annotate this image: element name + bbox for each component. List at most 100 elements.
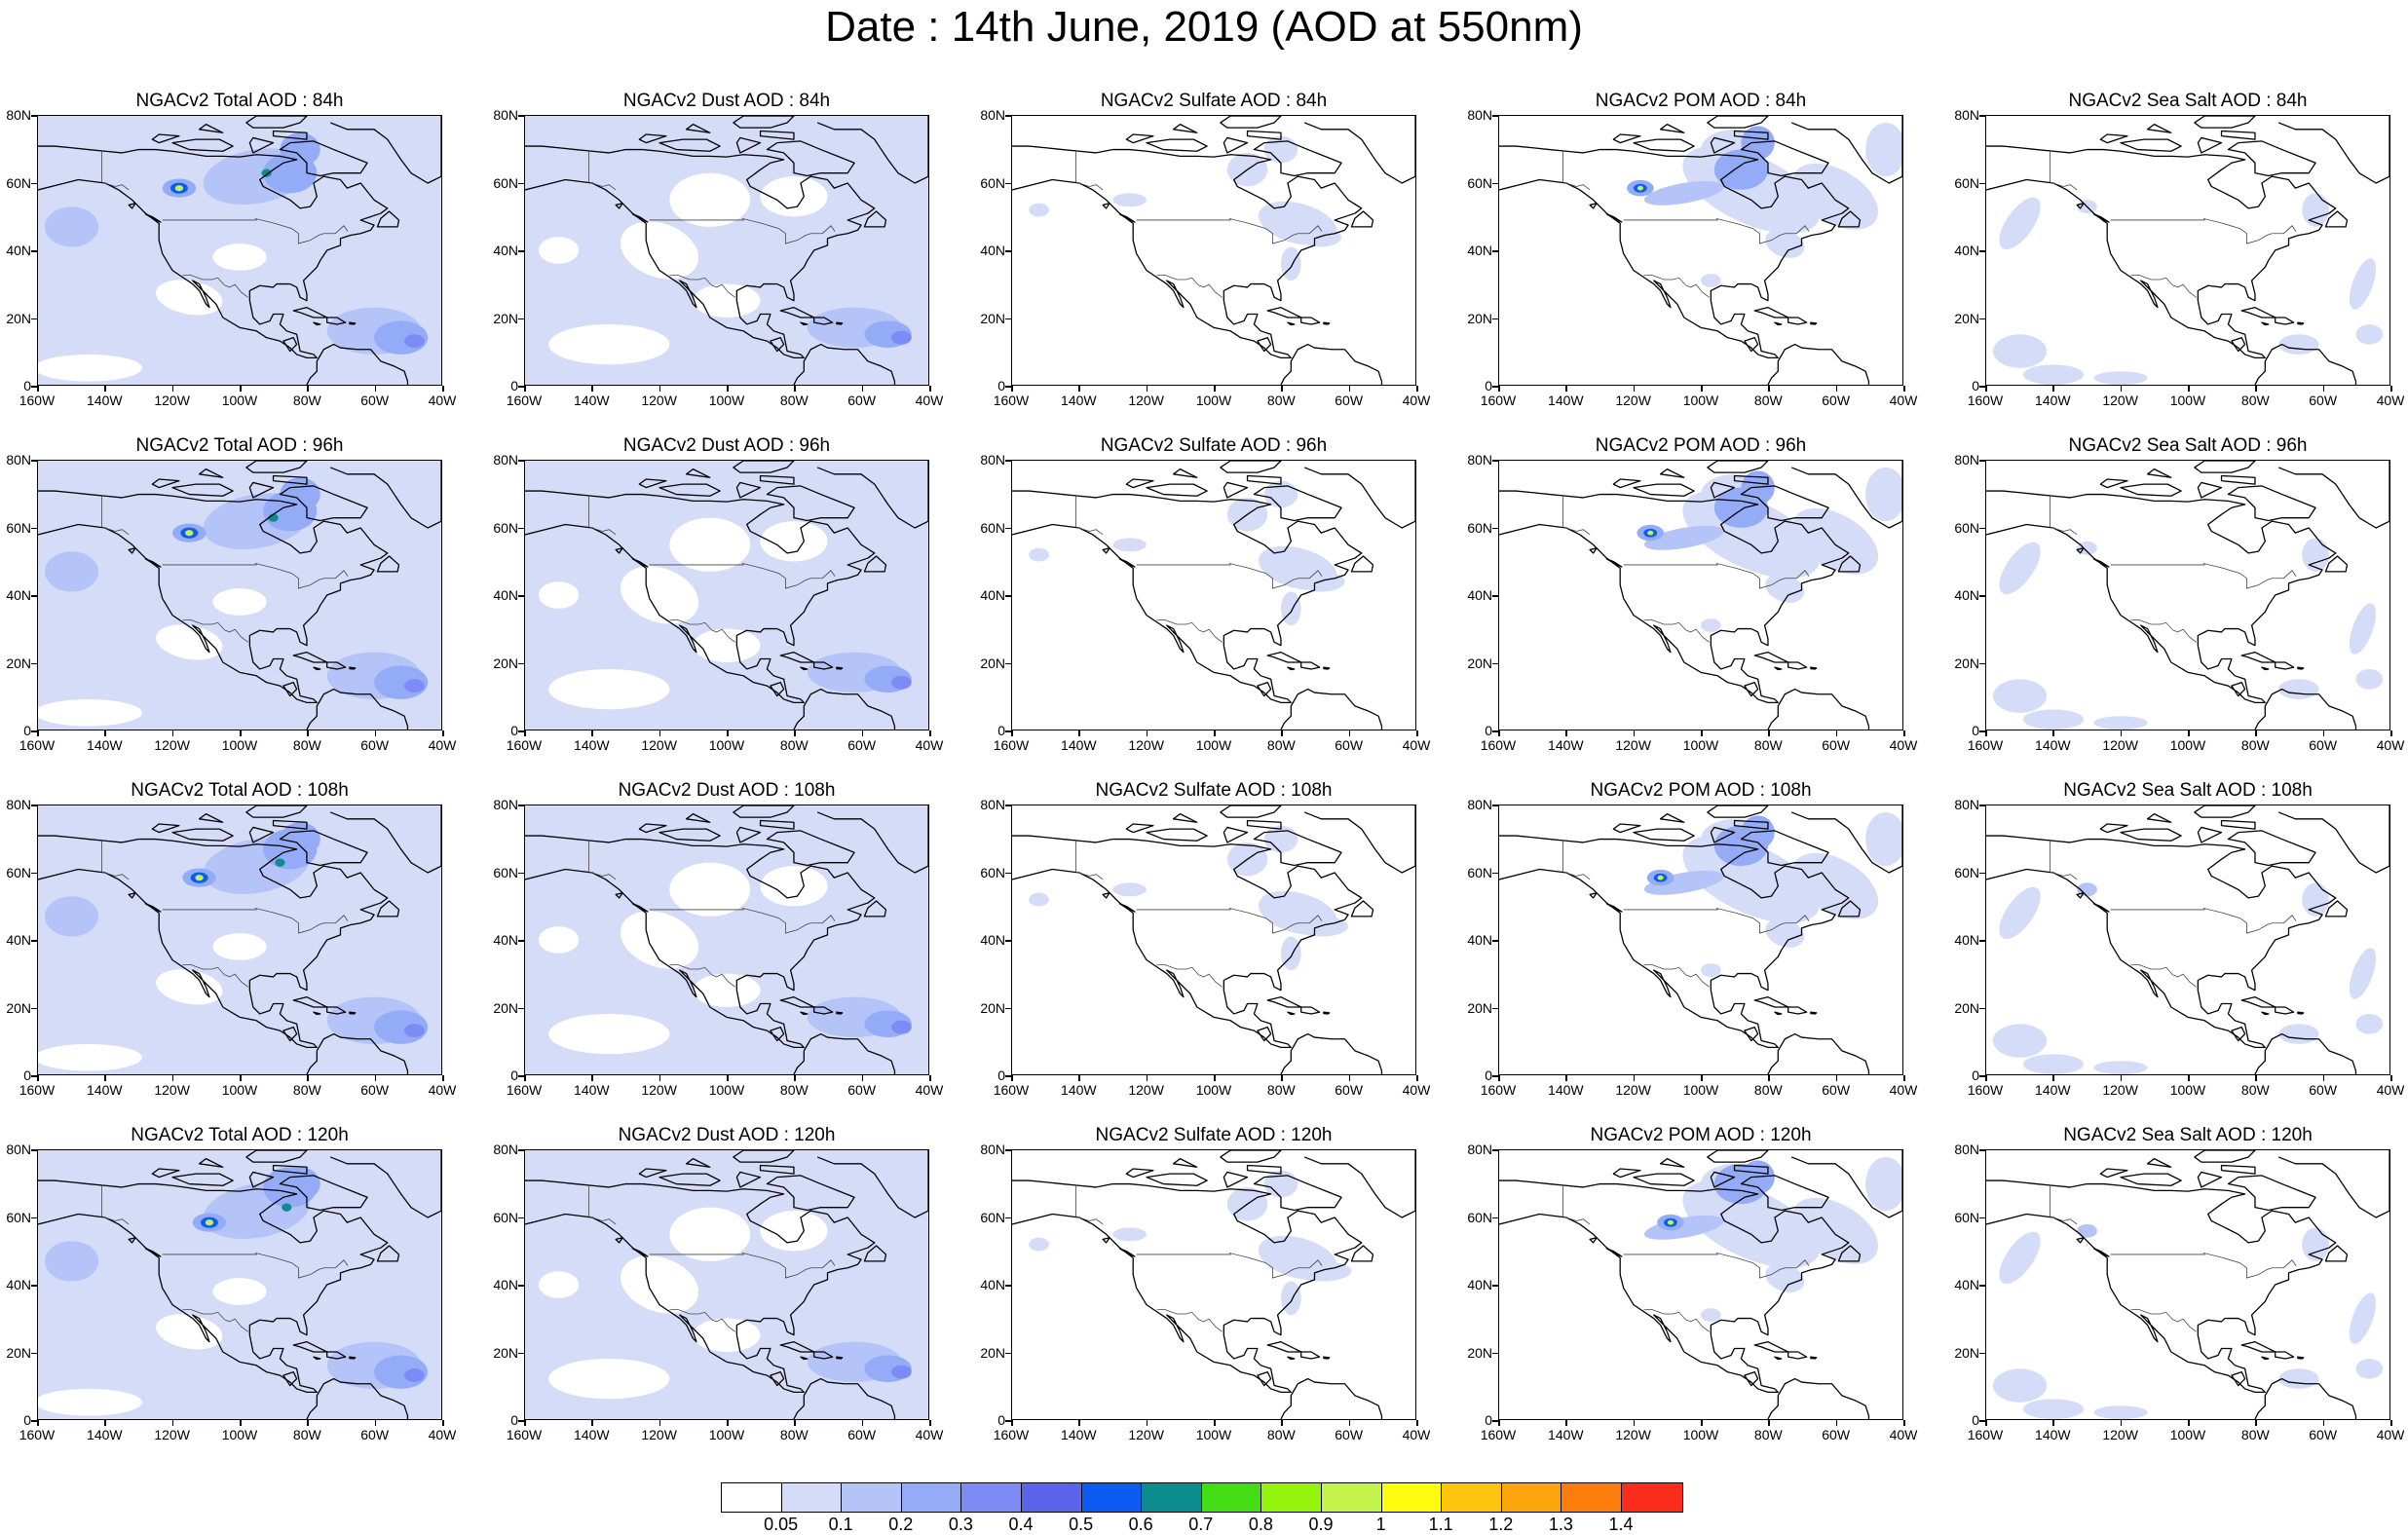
latitude-tick <box>1492 1149 1498 1151</box>
longitude-label: 60W <box>847 737 877 753</box>
map-panel-pom-120h: NGACv2 POM AOD : 120h 80N 60N 40N 20N 0 160W 14… <box>1461 1124 1927 1445</box>
latitude-tick <box>1005 1217 1011 1218</box>
latitude-tick <box>518 805 524 806</box>
map-panel-pom-84h: NGACv2 POM AOD : 84h 80N 60N 40N 20N 0 160W 140… <box>1461 90 1927 411</box>
latitude-label: 60N <box>6 1209 31 1225</box>
map-panel-seasalt-108h: NGACv2 Sea Salt AOD : 108h 80N 60N 40N 20N 0 1… <box>1948 779 2408 1101</box>
colorbar-label: 0.5 <box>1069 1515 1094 1534</box>
longitude-tick <box>240 730 242 736</box>
longitude-label: 120W <box>2102 1427 2138 1442</box>
longitude-tick <box>171 730 174 736</box>
latitude-tick <box>31 1217 37 1218</box>
longitude-label: 100W <box>2169 1082 2206 1098</box>
longitude-label: 100W <box>1682 1082 1719 1098</box>
longitude-tick <box>2255 1420 2257 1426</box>
latitude-label: 40N <box>6 243 31 258</box>
longitude-tick <box>2255 1075 2257 1081</box>
longitude-tick <box>2120 386 2123 392</box>
panel-title: NGACv2 Sulfate AOD : 120h <box>1095 1125 1333 1145</box>
aod-field-map <box>1986 461 2389 730</box>
latitude-tick <box>31 250 37 252</box>
longitude-label: 80W <box>1753 1427 1783 1442</box>
longitude-tick <box>37 386 39 392</box>
latitude-tick <box>31 872 37 874</box>
longitude-label: 40W <box>1402 737 1431 753</box>
latitude-label: 60N <box>1467 519 1492 536</box>
latitude-label: 40N <box>1467 932 1492 948</box>
latitude-label: 0 <box>997 378 1005 393</box>
longitude-label: 140W <box>1548 1082 1584 1098</box>
longitude-tick <box>929 730 931 736</box>
longitude-tick <box>1768 1420 1770 1426</box>
latitude-label: 40N <box>1954 243 1979 258</box>
latitude-label: 60N <box>493 174 518 191</box>
latitude-label: 60N <box>1467 864 1492 880</box>
longitude-label: 140W <box>574 1082 610 1098</box>
longitude-tick <box>1348 730 1351 736</box>
longitude-tick <box>1633 1075 1636 1081</box>
longitude-tick <box>1281 386 1283 392</box>
longitude-label: 40W <box>915 1082 944 1098</box>
latitude-tick <box>518 940 524 942</box>
latitude-tick <box>31 460 37 462</box>
aod-colorbar <box>721 1482 1683 1513</box>
longitude-tick <box>1416 1075 1418 1081</box>
longitude-tick <box>1011 1075 1013 1081</box>
longitude-label: 80W <box>2240 393 2270 408</box>
latitude-label: 80N <box>493 797 518 812</box>
longitude-label: 140W <box>2035 1082 2071 1098</box>
colorbar-swatch <box>1142 1483 1202 1512</box>
longitude-tick <box>929 1420 931 1426</box>
latitude-tick <box>1979 1352 1985 1354</box>
longitude-tick <box>1078 730 1080 736</box>
latitude-tick <box>1979 595 1985 597</box>
longitude-label: 120W <box>1615 1082 1651 1098</box>
longitude-label: 80W <box>1753 393 1783 408</box>
map-panel-dust-120h: NGACv2 Dust AOD : 120h 80N 60N 40N 20N 0 160W 1… <box>487 1124 953 1445</box>
latitude-tick <box>31 386 37 388</box>
longitude-tick <box>1214 730 1216 736</box>
latitude-label: 0 <box>1485 1412 1492 1428</box>
latitude-label: 20N <box>1467 655 1492 671</box>
latitude-label: 60N <box>1954 519 1979 536</box>
longitude-tick <box>1146 1420 1148 1426</box>
longitude-label: 100W <box>1195 1082 1232 1098</box>
longitude-label: 160W <box>1480 1082 1517 1098</box>
longitude-tick <box>1348 1420 1351 1426</box>
latitude-tick <box>1005 1420 1011 1422</box>
longitude-label: 40W <box>428 737 457 753</box>
longitude-tick <box>2390 1420 2392 1426</box>
longitude-tick <box>1985 730 1987 736</box>
latitude-label: 80N <box>6 452 31 468</box>
longitude-tick <box>1835 1420 1838 1426</box>
longitude-label: 100W <box>1195 1427 1232 1442</box>
longitude-label: 40W <box>1889 1082 1918 1098</box>
latitude-tick <box>518 527 524 529</box>
latitude-label: 60N <box>493 864 518 880</box>
aod-map <box>1498 460 1903 730</box>
map-panel-seasalt-120h: NGACv2 Sea Salt AOD : 120h 80N 60N 40N 20N 0 1… <box>1948 1124 2408 1445</box>
longitude-label: 100W <box>708 737 745 753</box>
latitude-tick <box>518 318 524 319</box>
latitude-label: 40N <box>493 587 518 603</box>
latitude-label: 20N <box>980 999 1005 1016</box>
longitude-tick <box>1498 730 1500 736</box>
latitude-label: 0 <box>23 723 31 738</box>
latitude-label: 40N <box>980 1277 1005 1292</box>
latitude-label: 60N <box>6 174 31 191</box>
longitude-label: 100W <box>221 393 258 408</box>
longitude-label: 100W <box>708 1082 745 1098</box>
longitude-tick <box>2390 386 2392 392</box>
longitude-label: 60W <box>360 1427 390 1442</box>
latitude-label: 20N <box>1954 999 1979 1016</box>
latitude-label: 40N <box>980 587 1005 603</box>
colorbar-swatch <box>1561 1483 1622 1512</box>
longitude-tick <box>1565 1075 1567 1081</box>
longitude-label: 120W <box>1615 393 1651 408</box>
latitude-label: 0 <box>1972 1412 1979 1428</box>
latitude-tick <box>1979 460 1985 462</box>
aod-map <box>524 805 929 1075</box>
colorbar-label: 1.1 <box>1428 1515 1453 1534</box>
longitude-label: 160W <box>1480 1427 1517 1442</box>
latitude-label: 0 <box>23 378 31 393</box>
